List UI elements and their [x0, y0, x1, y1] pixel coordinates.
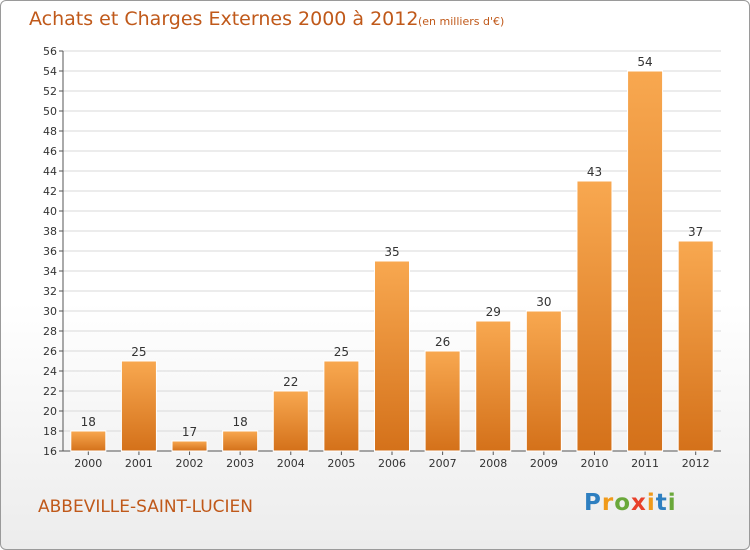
bar-value-label: 35 [384, 245, 399, 259]
y-tick-label: 22 [43, 385, 57, 398]
y-tick-label: 46 [43, 145, 57, 158]
x-tick-label: 2005 [327, 457, 355, 470]
proxiti-logo: Proxiti [584, 490, 677, 516]
x-tick-label: 2009 [530, 457, 558, 470]
bar-value-label: 43 [587, 165, 602, 179]
y-tick-label: 54 [43, 65, 57, 78]
bar-value-label: 29 [486, 305, 501, 319]
y-tick-label: 24 [43, 365, 57, 378]
chart-title: Achats et Charges Externes 2000 à 2012 [29, 8, 419, 30]
bar-value-label: 18 [233, 415, 248, 429]
y-tick-label: 18 [43, 425, 57, 438]
y-tick-label: 16 [43, 445, 57, 458]
x-tick-label: 2010 [580, 457, 608, 470]
y-tick-label: 38 [43, 225, 57, 238]
bar [171, 440, 208, 452]
y-tick-label: 50 [43, 105, 57, 118]
axis-layer: 16 18 20 22 24 26 28 30 32 34 36 38 40 42 44 46 48 50 52 54… [43, 45, 721, 470]
bar-value-label: 25 [334, 345, 349, 359]
y-tick-label: 26 [43, 345, 57, 358]
x-tick-label: 2001 [125, 457, 153, 470]
y-tick-label: 44 [43, 165, 57, 178]
city-name: ABBEVILLE-SAINT-LUCIEN [38, 497, 253, 517]
x-tick-label: 2012 [682, 457, 710, 470]
bar-value-label: 17 [182, 425, 197, 439]
bar-value-label: 22 [283, 375, 298, 389]
y-tick-label: 20 [43, 405, 57, 418]
y-tick-label: 56 [43, 45, 57, 58]
bar-value-label: 30 [536, 295, 551, 309]
bar [272, 390, 309, 452]
bar [222, 430, 259, 452]
bar [424, 350, 461, 452]
bar-value-label: 37 [688, 225, 703, 239]
x-tick-label: 2003 [226, 457, 254, 470]
y-tick-label: 30 [43, 305, 57, 318]
y-tick-label: 28 [43, 325, 57, 338]
chart-subtitle: (en milliers d'€) [418, 15, 505, 28]
y-tick-label: 34 [43, 265, 57, 278]
x-tick-label: 2007 [429, 457, 457, 470]
y-tick-label: 42 [43, 185, 57, 198]
bar-value-label: 25 [131, 345, 146, 359]
bar [576, 180, 613, 452]
bar [677, 240, 714, 452]
y-tick-label: 36 [43, 245, 57, 258]
bar [374, 260, 410, 452]
y-tick-label: 32 [43, 285, 57, 298]
x-tick-label: 2004 [277, 457, 305, 470]
bar-value-label: 26 [435, 335, 450, 349]
bar [525, 310, 562, 452]
y-tick-label: 52 [43, 85, 57, 98]
bar [323, 360, 360, 452]
bar-layer: 18 25 17 18 22 25 35 26 29 30 43 54 37 [70, 55, 714, 452]
bar-value-label: 54 [637, 55, 652, 69]
bar [475, 320, 512, 452]
bar [627, 70, 664, 452]
x-tick-label: 2000 [74, 457, 102, 470]
y-tick-label: 48 [43, 125, 57, 138]
y-tick-label: 40 [43, 205, 57, 218]
x-tick-label: 2006 [378, 457, 406, 470]
bar [70, 430, 107, 452]
bar-value-label: 18 [81, 415, 96, 429]
bar [120, 360, 157, 452]
x-tick-label: 2011 [631, 457, 659, 470]
x-tick-label: 2008 [479, 457, 507, 470]
x-tick-label: 2002 [176, 457, 204, 470]
